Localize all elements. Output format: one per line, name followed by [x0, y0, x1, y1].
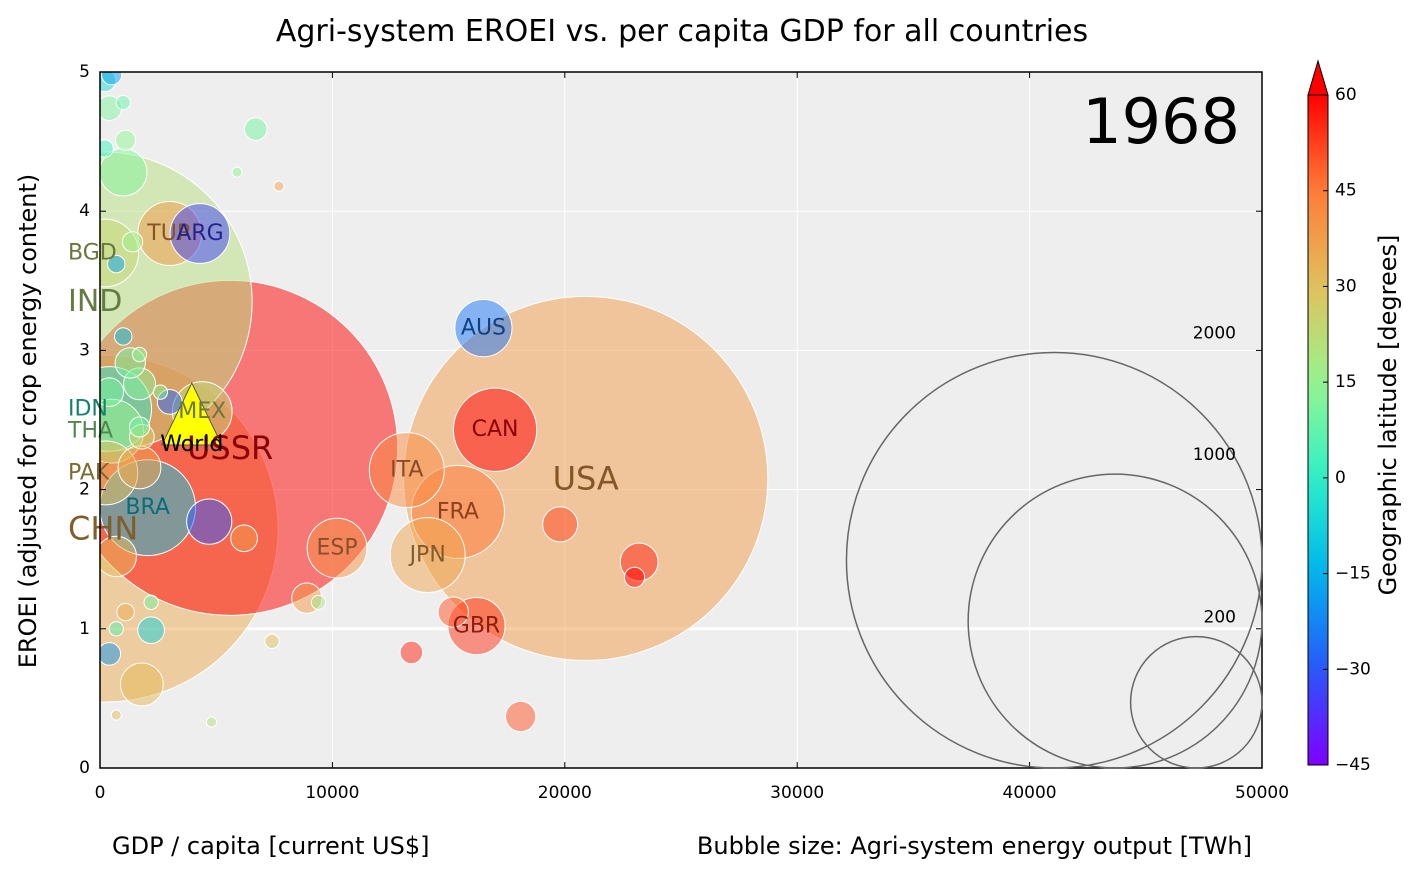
- country-label-fra: FRA: [437, 499, 479, 524]
- colorbar-extend-arrow: [1307, 59, 1329, 96]
- bubble-arg: [169, 203, 231, 264]
- bubble: [152, 384, 169, 400]
- bubble: [399, 640, 424, 665]
- colorbar-tick-label: 45: [1335, 181, 1357, 201]
- bubble-jpn: [389, 517, 466, 593]
- world-label: World: [160, 432, 223, 457]
- colorbar-tick-label: 30: [1335, 276, 1357, 296]
- colorbar-tick-label: 0: [1335, 468, 1346, 488]
- bubble-aus: [454, 299, 513, 358]
- colorbar-tick-label: 15: [1335, 372, 1357, 392]
- country-label-gbr: GBR: [453, 614, 500, 639]
- country-label-chn: CHN: [68, 510, 138, 548]
- size-legend-label-2000: 2000: [1193, 323, 1236, 343]
- country-label-aus: AUS: [461, 316, 506, 341]
- bubble: [137, 616, 165, 645]
- bubble: [128, 416, 151, 438]
- x-tick-label: 50000: [1235, 783, 1289, 803]
- bubble: [186, 498, 233, 545]
- bubble: [230, 524, 258, 553]
- bubble: [100, 139, 114, 158]
- country-label-tur: TUR: [146, 221, 192, 246]
- x-tick-label: 10000: [305, 783, 359, 803]
- bubble: [131, 346, 148, 363]
- bubble-can: [452, 387, 538, 472]
- country-label-tha: THA: [67, 419, 113, 444]
- bubble: [119, 662, 164, 707]
- x-tick-label: 0: [95, 783, 106, 803]
- colorbar-label: Geographic latitude [degrees]: [1374, 235, 1402, 596]
- size-legend-label-1000: 1000: [1193, 445, 1236, 465]
- country-label-esp: ESP: [316, 536, 357, 561]
- bubble: [264, 633, 280, 649]
- bubble: [100, 535, 137, 578]
- country-label-pak: PAK: [68, 460, 110, 485]
- country-label-bra: BRA: [125, 495, 170, 520]
- bubble: [107, 254, 126, 274]
- country-label-ind: IND: [68, 284, 122, 319]
- bubbles: [100, 72, 769, 733]
- bubble: [108, 621, 124, 637]
- size-legend-label-200: 200: [1204, 608, 1236, 628]
- y-tick-label: 1: [79, 619, 90, 639]
- colorbar-bar: [1307, 94, 1329, 766]
- bubble: [542, 506, 579, 543]
- bubble: [117, 445, 162, 490]
- bubble: [116, 602, 135, 622]
- size-legend-circle-1000: [967, 473, 1263, 769]
- country-label-can: CAN: [472, 417, 519, 442]
- bubble: [115, 94, 131, 111]
- country-label-ita: ITA: [390, 458, 423, 483]
- country-label-usa: USA: [553, 459, 619, 497]
- y-tick-label: 4: [79, 201, 90, 221]
- country-label-mex: MEX: [178, 399, 226, 424]
- y-tick-label: 3: [79, 340, 90, 360]
- x-axis-label: GDP / capita [current US$]: [112, 832, 429, 860]
- y-tick-label: 5: [79, 62, 90, 82]
- size-legend-circle-2000: [845, 351, 1263, 769]
- size-legend-circle-200: [1129, 635, 1263, 769]
- size-legend-caption: Bubble size: Agri-system energy output […: [697, 832, 1252, 860]
- y-tick-label: 2: [79, 480, 90, 500]
- y-tick-label: 0: [79, 758, 90, 778]
- bubble: [623, 566, 646, 588]
- bubble: [243, 117, 268, 141]
- bubble-ita: [368, 432, 445, 509]
- year-label: 1968: [1082, 85, 1240, 158]
- bubble: [231, 166, 243, 178]
- y-axis-label: EROEI (adjusted for crop energy content): [14, 174, 42, 669]
- x-tick-label: 30000: [770, 783, 824, 803]
- bubble: [114, 129, 137, 151]
- bubble: [110, 709, 122, 721]
- bubble: [206, 716, 218, 728]
- bubble: [101, 72, 123, 86]
- country-label-bgd: BGD: [68, 240, 117, 265]
- bubble: [143, 594, 159, 610]
- bubble: [100, 377, 125, 407]
- colorbar-tick-label: −15: [1335, 564, 1371, 584]
- bubble: [504, 700, 537, 733]
- x-tick-label: 20000: [538, 783, 592, 803]
- country-label-arg: ARG: [176, 221, 223, 246]
- country-label-ussr: USSR: [187, 429, 273, 467]
- colorbar-tick-label: 60: [1335, 85, 1357, 105]
- colorbar-tick-label: −30: [1335, 659, 1371, 679]
- plot-frame: [99, 71, 1263, 769]
- bubble: [437, 596, 469, 628]
- bubble: [310, 594, 327, 610]
- colorbar: 60 45 30 15 0 −15 −30 −45: [1307, 59, 1371, 775]
- bubble: [273, 180, 285, 192]
- colorbar-tick-label: −45: [1335, 755, 1371, 775]
- bubble: [113, 327, 133, 346]
- country-label-idn: IDN: [68, 396, 108, 421]
- world-marker: [161, 381, 223, 446]
- x-tick-label: 40000: [1003, 783, 1057, 803]
- bubble: [121, 231, 144, 253]
- bubble-esp: [306, 517, 368, 579]
- bubble: [100, 642, 122, 666]
- country-label-jpn: JPN: [408, 543, 446, 568]
- chart-title: Agri-system EROEI vs. per capita GDP for…: [276, 14, 1088, 49]
